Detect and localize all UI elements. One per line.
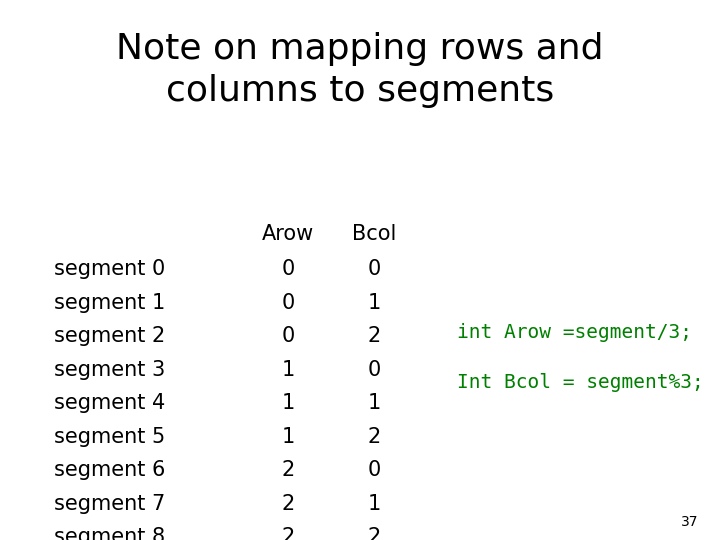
Text: segment 3: segment 3 xyxy=(54,360,166,380)
Text: 0: 0 xyxy=(368,460,381,480)
Text: Int Bcol = segment%3;: Int Bcol = segment%3; xyxy=(457,373,704,392)
Text: 1: 1 xyxy=(368,393,381,413)
Text: int Arow =segment/3;: int Arow =segment/3; xyxy=(457,323,692,342)
Text: segment 5: segment 5 xyxy=(54,427,166,447)
Text: 1: 1 xyxy=(282,393,294,413)
Text: segment 6: segment 6 xyxy=(54,460,166,480)
Text: segment 1: segment 1 xyxy=(54,293,166,313)
Text: segment 8: segment 8 xyxy=(54,527,165,540)
Text: 2: 2 xyxy=(368,527,381,540)
Text: segment 0: segment 0 xyxy=(54,259,166,279)
Text: 0: 0 xyxy=(368,259,381,279)
Text: 2: 2 xyxy=(368,326,381,346)
Text: segment 7: segment 7 xyxy=(54,494,166,514)
Text: 0: 0 xyxy=(368,360,381,380)
Text: 37: 37 xyxy=(681,515,698,529)
Text: 2: 2 xyxy=(282,527,294,540)
Text: 1: 1 xyxy=(282,427,294,447)
Text: 1: 1 xyxy=(368,293,381,313)
Text: 0: 0 xyxy=(282,293,294,313)
Text: 1: 1 xyxy=(282,360,294,380)
Text: Bcol: Bcol xyxy=(352,224,397,244)
Text: Arow: Arow xyxy=(262,224,314,244)
Text: 2: 2 xyxy=(282,460,294,480)
Text: 0: 0 xyxy=(282,259,294,279)
Text: 1: 1 xyxy=(368,494,381,514)
Text: segment 4: segment 4 xyxy=(54,393,166,413)
Text: 2: 2 xyxy=(368,427,381,447)
Text: 2: 2 xyxy=(282,494,294,514)
Text: 0: 0 xyxy=(282,326,294,346)
Text: Note on mapping rows and
columns to segments: Note on mapping rows and columns to segm… xyxy=(116,32,604,109)
Text: segment 2: segment 2 xyxy=(54,326,166,346)
